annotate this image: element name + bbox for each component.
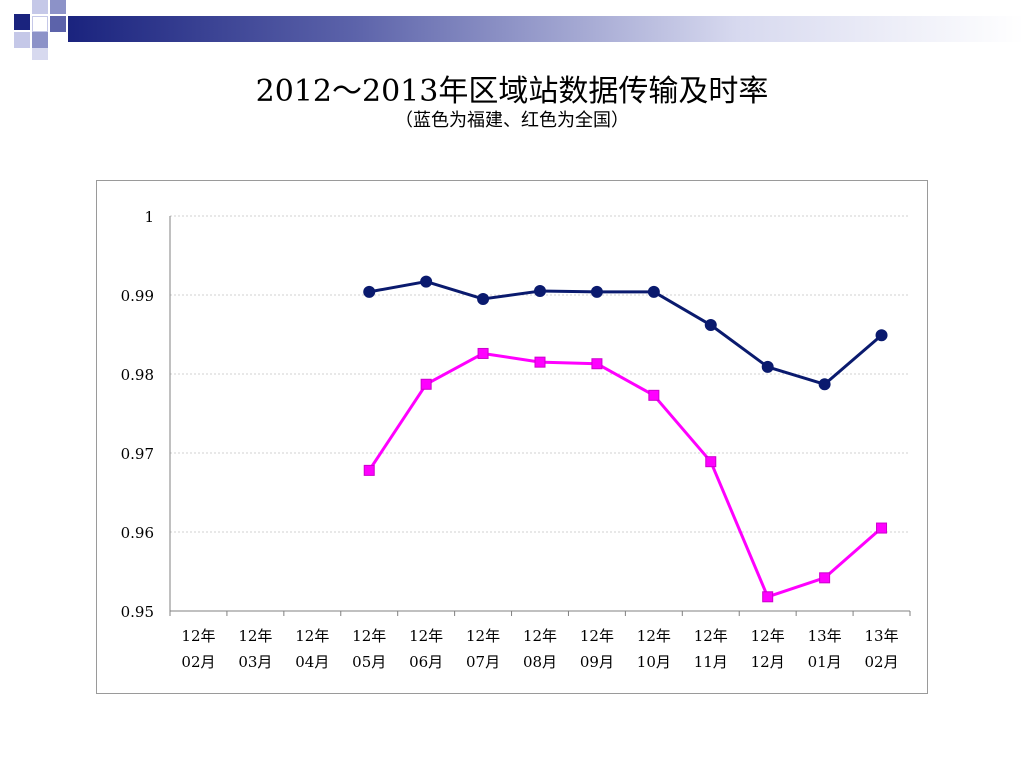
y-tick-label: 1	[144, 208, 154, 226]
x-tick-label-month: 02月	[181, 653, 215, 671]
y-tick-label: 0.95	[121, 603, 154, 621]
data-point-marker	[477, 347, 489, 359]
data-point-marker	[647, 285, 660, 298]
data-point-marker	[761, 360, 774, 373]
y-tick-label: 0.97	[121, 445, 154, 463]
y-tick-label: 0.99	[121, 287, 154, 305]
x-tick-label: 12年 10月	[637, 627, 671, 671]
x-tick-label-year: 12年	[637, 627, 671, 645]
deco-square	[32, 32, 48, 48]
x-tick-label-year: 12年	[751, 627, 785, 645]
series-line	[368, 280, 883, 386]
data-point-marker	[363, 285, 376, 298]
x-tick-label-year: 12年	[523, 627, 557, 645]
x-tick-label: 13年 01月	[808, 627, 842, 671]
data-point-marker	[876, 522, 888, 534]
deco-square	[14, 32, 30, 48]
deco-square	[32, 48, 48, 60]
data-point-marker	[591, 358, 603, 370]
x-tick-label-month: 09月	[580, 653, 614, 671]
chart-frame: 0.95 0.96 0.97 0.98 0.99 1 12年 02月 12年 03月 12年 04月 1…	[96, 180, 928, 694]
x-tick-label-month: 01月	[808, 653, 842, 671]
x-tick-label-month: 10月	[637, 653, 671, 671]
x-tick-label-month: 07月	[466, 653, 500, 671]
series-line	[367, 351, 883, 599]
deco-square	[50, 0, 66, 14]
x-tick-label-year: 12年	[181, 627, 215, 645]
data-point-marker	[477, 292, 490, 305]
x-tick-label: 12年 12月	[751, 627, 785, 671]
data-point-marker	[705, 456, 717, 468]
x-tick-label: 12年 02月	[181, 627, 215, 671]
x-tick-label: 12年 03月	[238, 627, 272, 671]
x-tick-label-year: 12年	[352, 627, 386, 645]
x-tick-label-year: 13年	[864, 627, 898, 645]
data-point-marker	[875, 329, 888, 342]
x-tick-label-year: 12年	[409, 627, 443, 645]
x-tick-label-month: 02月	[864, 653, 898, 671]
data-point-marker	[762, 591, 774, 603]
chart-subtitle: （蓝色为福建、红色为全国）	[395, 110, 629, 131]
x-tick-label: 12年 04月	[295, 627, 329, 671]
x-tick-label: 12年 05月	[352, 627, 386, 671]
x-tick-label-month: 05月	[352, 653, 386, 671]
data-point-marker	[534, 356, 546, 368]
corner-decoration	[0, 0, 110, 60]
deco-square	[32, 0, 48, 14]
x-tick-label-year: 12年	[694, 627, 728, 645]
chart-title: 2012～2013年区域站数据传输及时率	[255, 74, 769, 109]
data-point-marker	[420, 378, 432, 390]
x-tick-label-month: 11月	[694, 653, 728, 671]
x-tick-label-month: 04月	[295, 653, 329, 671]
deco-square	[14, 14, 30, 30]
data-point-marker	[819, 572, 831, 584]
x-tick-label-year: 12年	[580, 627, 614, 645]
x-tick-label-year: 13年	[808, 627, 842, 645]
x-tick-label: 12年 09月	[580, 627, 614, 671]
data-point-marker	[590, 285, 603, 298]
x-tick-label-year: 12年	[466, 627, 500, 645]
y-tick-label: 0.96	[121, 524, 154, 542]
data-point-marker	[818, 378, 831, 391]
data-point-marker	[704, 319, 717, 332]
x-tick-label-year: 12年	[295, 627, 329, 645]
x-tick-label: 12年 07月	[466, 627, 500, 671]
x-tick-label: 12年 11月	[694, 627, 728, 671]
x-tick-label-month: 06月	[409, 653, 443, 671]
deco-square	[32, 16, 48, 32]
x-tick-label-month: 03月	[238, 653, 272, 671]
data-point-marker	[534, 285, 546, 298]
data-point-marker	[420, 275, 433, 288]
x-tick-label: 12年 06月	[409, 627, 443, 671]
x-tick-label-month: 08月	[523, 653, 557, 671]
x-tick-label: 13年 02月	[864, 627, 898, 671]
x-tick-label-year: 12年	[238, 627, 272, 645]
data-point-marker	[363, 464, 375, 476]
x-tick-label-month: 12月	[751, 653, 785, 671]
data-point-marker	[648, 389, 660, 401]
y-tick-label: 0.98	[121, 366, 154, 384]
header-gradient-bar	[68, 16, 1024, 42]
x-tick-label: 12年 08月	[523, 627, 557, 671]
deco-square	[50, 16, 66, 32]
